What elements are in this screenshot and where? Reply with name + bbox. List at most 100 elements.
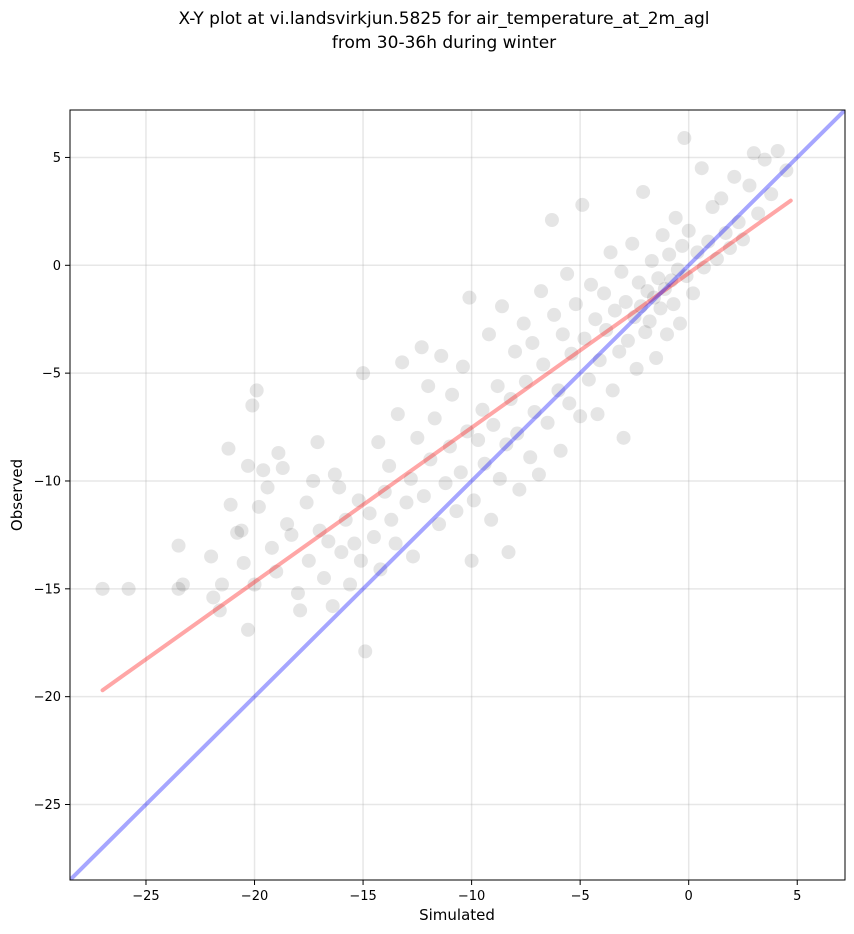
scatter-point — [234, 523, 249, 538]
scatter-point — [644, 253, 659, 268]
scatter-point — [553, 443, 568, 458]
scatter-point — [618, 294, 633, 309]
scatter-point — [757, 152, 772, 167]
scatter-point — [536, 357, 551, 372]
scatter-point — [221, 441, 236, 456]
scatter-point — [735, 232, 750, 247]
scatter-point — [171, 581, 186, 596]
scatter-point — [351, 493, 366, 508]
scatter-point — [508, 344, 523, 359]
scatter-point — [636, 184, 651, 199]
scatter-point — [686, 286, 701, 301]
y-tick-label: −10 — [34, 474, 61, 489]
scatter-point — [670, 262, 685, 277]
scatter-point — [251, 499, 266, 514]
scatter-point — [527, 404, 542, 419]
scatter-point — [366, 530, 381, 545]
scatter-point — [722, 241, 737, 256]
scatter-point — [247, 577, 262, 592]
scatter-point — [690, 245, 705, 260]
scatter-point — [518, 374, 533, 389]
scatter-point — [568, 297, 583, 312]
scatter-point — [390, 407, 405, 422]
scatter-point — [416, 489, 431, 504]
scatter-point — [627, 310, 642, 325]
scatter-point — [455, 359, 470, 374]
scatter-point — [655, 228, 670, 243]
scatter-point — [668, 210, 683, 225]
scatter-point — [501, 545, 516, 560]
scatter-point — [525, 335, 540, 350]
scatter-point — [477, 456, 492, 471]
scatter-point — [423, 452, 438, 467]
scatter-point — [718, 225, 733, 240]
grid-layer — [70, 110, 845, 880]
scatter-point — [603, 245, 618, 260]
scatter-point — [540, 415, 555, 430]
scatter-point — [175, 577, 190, 592]
scatter-point — [260, 480, 275, 495]
scatter-point — [731, 215, 746, 230]
scatter-point — [321, 534, 336, 549]
scatter-point — [403, 471, 418, 486]
chart-title: X-Y plot at vi.landsvirkjun.5825 for air… — [178, 9, 709, 29]
scatter-point — [653, 301, 668, 316]
scatter-point — [310, 435, 325, 450]
scatter-point — [353, 553, 368, 568]
scatter-point — [486, 417, 501, 432]
scatter-point — [453, 465, 468, 480]
scatter-point — [347, 536, 362, 551]
scatter-point — [607, 303, 622, 318]
y-tick-label: −5 — [42, 367, 61, 382]
scatter-point — [410, 430, 425, 445]
x-tick-label: 5 — [793, 889, 801, 904]
scatter-point — [614, 264, 629, 279]
plot-area — [70, 110, 845, 880]
scatter-point — [241, 458, 256, 473]
scatter-point — [334, 545, 349, 560]
scatter-point — [629, 361, 644, 376]
scatter-point — [701, 234, 716, 249]
y-axis-label: Observed — [8, 459, 26, 531]
scatter-point — [256, 463, 271, 478]
scatter-point — [575, 197, 590, 212]
scatter-point — [499, 437, 514, 452]
scatter-point — [290, 586, 305, 601]
scatter-point — [555, 327, 570, 342]
scatter-point — [214, 577, 229, 592]
scatter-point — [666, 297, 681, 312]
scatter-point — [236, 555, 251, 570]
scatter-point — [325, 599, 340, 614]
scatter-point — [625, 236, 640, 251]
scatter-point — [746, 146, 761, 161]
scatter-point — [631, 275, 646, 290]
scatter-point — [495, 299, 510, 314]
scatter-point — [560, 266, 575, 281]
scatter-point — [512, 482, 527, 497]
regression-line — [100, 198, 793, 693]
scatter-point — [673, 316, 688, 331]
x-tick-label: 0 — [685, 889, 693, 904]
scatter-point — [640, 284, 655, 299]
x-tick-label: −15 — [349, 889, 376, 904]
scatter-point — [573, 409, 588, 424]
scatter-point — [434, 348, 449, 363]
scatter-point — [280, 517, 295, 532]
y-tick-label: 0 — [53, 259, 61, 274]
scatter-point — [384, 512, 399, 527]
scatter-point — [442, 439, 457, 454]
scatter-point — [264, 540, 279, 555]
y-tick-label: −20 — [34, 690, 61, 705]
scatter-point — [599, 323, 614, 337]
scatter-point — [312, 523, 327, 538]
scatter-point — [438, 476, 453, 491]
scatter-point — [466, 493, 481, 508]
x-tick-label: −25 — [132, 889, 159, 904]
scatter-point — [405, 549, 420, 564]
scatter-point — [649, 351, 664, 366]
identity-line — [70, 110, 845, 880]
scatter-point — [171, 538, 186, 553]
scatter-point — [230, 525, 245, 540]
x-tick-label: −10 — [458, 889, 485, 904]
